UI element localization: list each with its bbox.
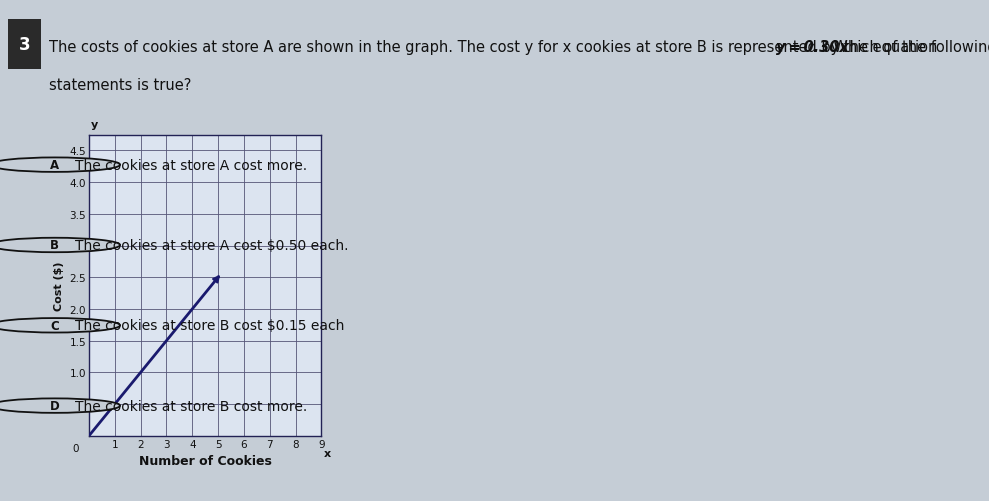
Circle shape xyxy=(0,399,120,413)
Text: D: D xyxy=(49,399,59,412)
Text: B: B xyxy=(50,239,59,252)
X-axis label: Number of Cookies: Number of Cookies xyxy=(138,454,272,467)
Text: C: C xyxy=(50,319,59,332)
Circle shape xyxy=(0,158,120,172)
Text: The cookies at store A cost $0.50 each.: The cookies at store A cost $0.50 each. xyxy=(75,238,348,253)
Circle shape xyxy=(0,319,120,333)
Circle shape xyxy=(0,238,120,253)
Text: 0: 0 xyxy=(73,443,79,453)
Text: A: A xyxy=(50,159,59,172)
Text: The cookies at store B cost $0.15 each: The cookies at store B cost $0.15 each xyxy=(75,319,344,333)
Text: y: y xyxy=(91,119,99,129)
Text: The costs of cookies at store A are shown in the graph. The cost y for x cookies: The costs of cookies at store A are show… xyxy=(49,40,943,55)
Text: The cookies at store B cost more.: The cookies at store B cost more. xyxy=(75,399,308,413)
Text: The cookies at store A cost more.: The cookies at store A cost more. xyxy=(75,158,307,172)
Text: y = 0.30x: y = 0.30x xyxy=(776,40,850,55)
Text: 3: 3 xyxy=(19,36,30,54)
Text: x: x xyxy=(323,448,331,458)
Text: statements is true?: statements is true? xyxy=(49,78,192,93)
Text: . Which of the following: . Which of the following xyxy=(824,40,989,55)
Y-axis label: Cost ($): Cost ($) xyxy=(54,261,64,310)
